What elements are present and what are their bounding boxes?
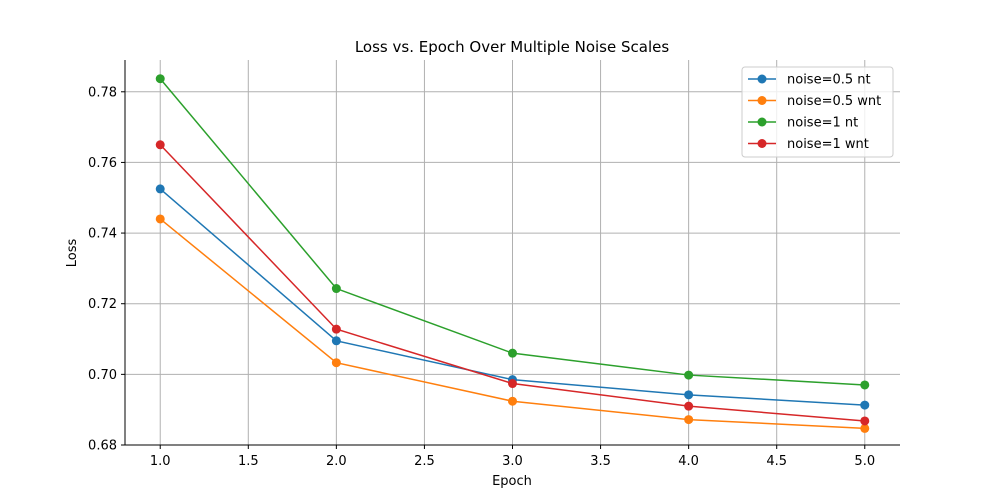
data-point	[155, 214, 165, 224]
x-axis-label: Epoch	[492, 474, 532, 489]
data-point	[684, 415, 694, 425]
legend: noise=0.5 nt noise=0.5 wnt noise=1 nt noise…	[741, 66, 894, 158]
legend-marker	[757, 139, 767, 148]
x-tick-label: 4.5	[766, 454, 787, 469]
data-point	[684, 370, 694, 380]
x-tick-label: 1.0	[150, 454, 171, 469]
legend-marker	[757, 117, 767, 127]
data-point	[331, 284, 341, 294]
y-tick-label: 0.68	[88, 439, 117, 454]
x-tick-label: 1.5	[238, 454, 259, 469]
y-tick-label: 0.70	[88, 368, 117, 383]
y-axis-label: Loss	[65, 239, 80, 268]
x-tick-label: 4.0	[678, 454, 699, 469]
x-ticks: 1.0 1.5 2.0 2.5 3.0 3.5 4.0 4.5 5.0	[150, 445, 875, 469]
data-point	[684, 390, 694, 400]
legend-item: noise=1 wnt	[748, 137, 869, 152]
legend-label: noise=1 wnt	[787, 137, 869, 152]
data-point	[331, 336, 341, 346]
data-point	[508, 379, 517, 389]
data-point	[860, 400, 870, 410]
data-point	[331, 358, 341, 368]
data-point	[155, 184, 165, 194]
y-tick-label: 0.72	[88, 297, 117, 312]
legend-box	[741, 66, 894, 158]
data-point	[155, 140, 165, 150]
series-noise-0-5-wnt	[155, 214, 870, 433]
data-point	[155, 74, 165, 84]
data-point	[684, 401, 694, 411]
x-tick-label: 3.5	[590, 454, 611, 469]
legend-label: noise=1 nt	[787, 116, 858, 131]
x-tick-label: 3.0	[502, 454, 523, 469]
y-tick-label: 0.74	[88, 227, 117, 242]
chart-title: Loss vs. Epoch Over Multiple Noise Scale…	[355, 38, 670, 56]
data-point	[331, 324, 341, 334]
x-tick-label: 2.0	[326, 454, 347, 469]
data-point	[860, 380, 870, 390]
legend-marker	[757, 96, 767, 105]
legend-item: noise=0.5 nt	[748, 73, 871, 88]
legend-label: noise=0.5 nt	[787, 73, 871, 88]
data-point	[860, 416, 870, 426]
series-noise-1-wnt	[155, 140, 870, 426]
y-tick-label: 0.78	[88, 85, 117, 100]
series-group	[155, 74, 870, 433]
legend-marker	[757, 74, 767, 84]
y-tick-label: 0.76	[88, 156, 117, 171]
y-ticks: 0.68 0.70 0.72 0.74 0.76 0.78	[88, 85, 125, 454]
data-point	[508, 348, 517, 358]
legend-item: noise=1 nt	[748, 116, 858, 131]
legend-label: noise=0.5 wnt	[787, 94, 881, 109]
data-point	[508, 396, 517, 406]
x-tick-label: 2.5	[414, 454, 435, 469]
series-noise-1-nt	[155, 74, 870, 390]
x-tick-label: 5.0	[854, 454, 875, 469]
legend-item: noise=0.5 wnt	[748, 94, 881, 109]
data-point	[860, 423, 870, 433]
